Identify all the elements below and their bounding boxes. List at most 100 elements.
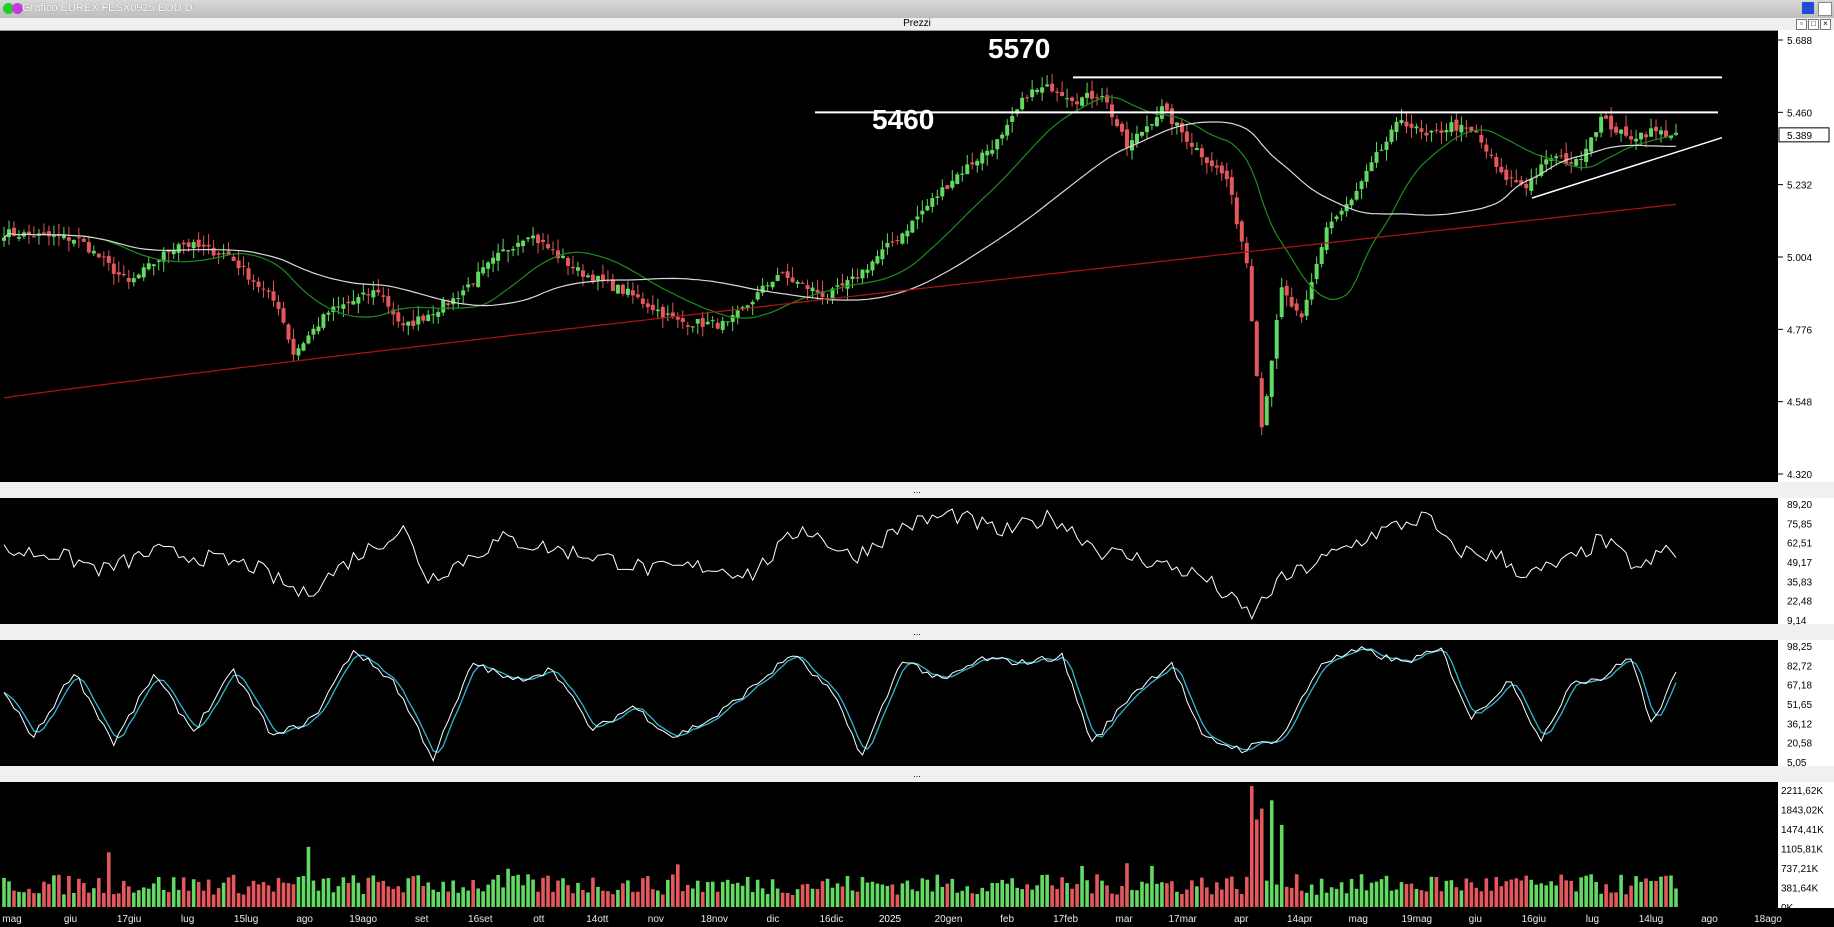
volume-bar [935, 874, 940, 907]
candle-body [810, 287, 815, 292]
volume-bar [491, 879, 495, 907]
candle-body [426, 314, 431, 322]
time-axis-label: ago [296, 914, 313, 925]
candle-body [880, 249, 885, 260]
volume-bar [1674, 888, 1678, 907]
volume-bar [566, 885, 570, 907]
candle-body [371, 290, 376, 298]
panel-restore-button[interactable]: ▫ [1796, 19, 1807, 30]
volume-bar [680, 891, 685, 907]
candle-body [216, 253, 221, 255]
candle-body [421, 315, 426, 321]
panel-close-button[interactable]: × [1820, 19, 1831, 30]
candle-body [1374, 152, 1379, 163]
candle-body [1244, 242, 1249, 264]
close-icon[interactable] [1818, 2, 1832, 16]
volume-bar [201, 890, 206, 907]
volume-bar [1384, 875, 1389, 907]
candle-body [1095, 97, 1100, 99]
volume-bar [1544, 885, 1549, 907]
candle-body [1459, 124, 1464, 133]
candle-body [66, 237, 71, 241]
candle-body [46, 231, 51, 237]
volume-bar [850, 890, 855, 907]
candle-body [481, 267, 486, 274]
volume-bar [631, 891, 635, 907]
volume-bar [1409, 883, 1414, 907]
volume-bar [1494, 877, 1499, 907]
candle-body [800, 282, 805, 284]
candle-body [960, 173, 965, 175]
volume-bar [1000, 879, 1005, 907]
volume-axis-bg [1778, 782, 1834, 908]
volume-bar [1414, 888, 1419, 907]
candle-body [1289, 296, 1294, 307]
candle-body [156, 260, 161, 262]
candle-body [870, 261, 875, 271]
candle-body [1065, 98, 1070, 100]
volume-bar [1215, 882, 1219, 907]
candle-body [461, 290, 466, 296]
volume-bar [1085, 880, 1089, 907]
candle-body [291, 338, 296, 355]
volume-bar [940, 886, 945, 907]
volume-bar [1354, 888, 1359, 907]
panel-maximize-button[interactable]: □ [1808, 19, 1819, 30]
volume-bar [426, 882, 431, 907]
volume-bar [161, 889, 166, 907]
candle-body [301, 343, 306, 351]
rsi-axis-label: 62,51 [1787, 539, 1812, 550]
candle-body [905, 230, 910, 237]
volume-bar [321, 878, 326, 907]
volume-bar [830, 887, 835, 907]
volume-bar [581, 890, 585, 907]
volume-bar [1349, 878, 1354, 907]
volume-axis-label: 0K [1781, 903, 1794, 914]
candle-body [186, 242, 191, 247]
candle-body [326, 312, 331, 315]
candle-body [620, 284, 625, 294]
candle-body [610, 279, 615, 292]
volume-bar [770, 879, 775, 907]
candle-body [980, 152, 985, 164]
volume-bar [1604, 884, 1608, 907]
candle-body [1050, 83, 1055, 92]
axis-labels: 5.688 5.460 5.232 5.004 4.776 4.548 4.320 5.389… [2, 36, 1830, 925]
candle-body [705, 321, 710, 325]
volume-bar [755, 879, 760, 907]
candle-body [1184, 131, 1189, 142]
volume-bar [301, 876, 306, 907]
candle-body [755, 292, 760, 300]
time-axis-label: 17giu [117, 914, 141, 925]
candle-body [1279, 287, 1284, 318]
candle-body [541, 239, 546, 243]
volume-bar [1429, 876, 1434, 907]
volume-panel [2, 786, 1678, 907]
minimize-icon[interactable] [1802, 2, 1814, 14]
volume-bar [1449, 880, 1454, 907]
candle-body [1294, 303, 1299, 311]
volume-bar [471, 879, 475, 907]
candle-body [1075, 101, 1080, 105]
volume-bar [825, 878, 830, 907]
volume-bar [1379, 879, 1384, 907]
time-axis-label: giu [1469, 914, 1482, 925]
volume-bar [910, 889, 915, 907]
price-axis-label: 5.232 [1787, 181, 1812, 192]
candle-body [1414, 126, 1419, 129]
volume-bar [1070, 888, 1074, 907]
volume-bar [121, 880, 126, 907]
volume-bar [226, 877, 231, 907]
stoch-axis-bg [1778, 640, 1834, 766]
candle-body [486, 262, 491, 269]
volume-bar [67, 875, 71, 907]
time-axis-bg [0, 909, 1834, 927]
candle-body [1489, 154, 1494, 156]
volume-bar [1404, 884, 1409, 907]
volume-bar [1474, 887, 1479, 907]
candle-body [1564, 153, 1569, 165]
volume-axis-label: 1105,81K [1781, 845, 1823, 856]
candle-body [975, 160, 980, 166]
candle-body [1139, 131, 1144, 136]
